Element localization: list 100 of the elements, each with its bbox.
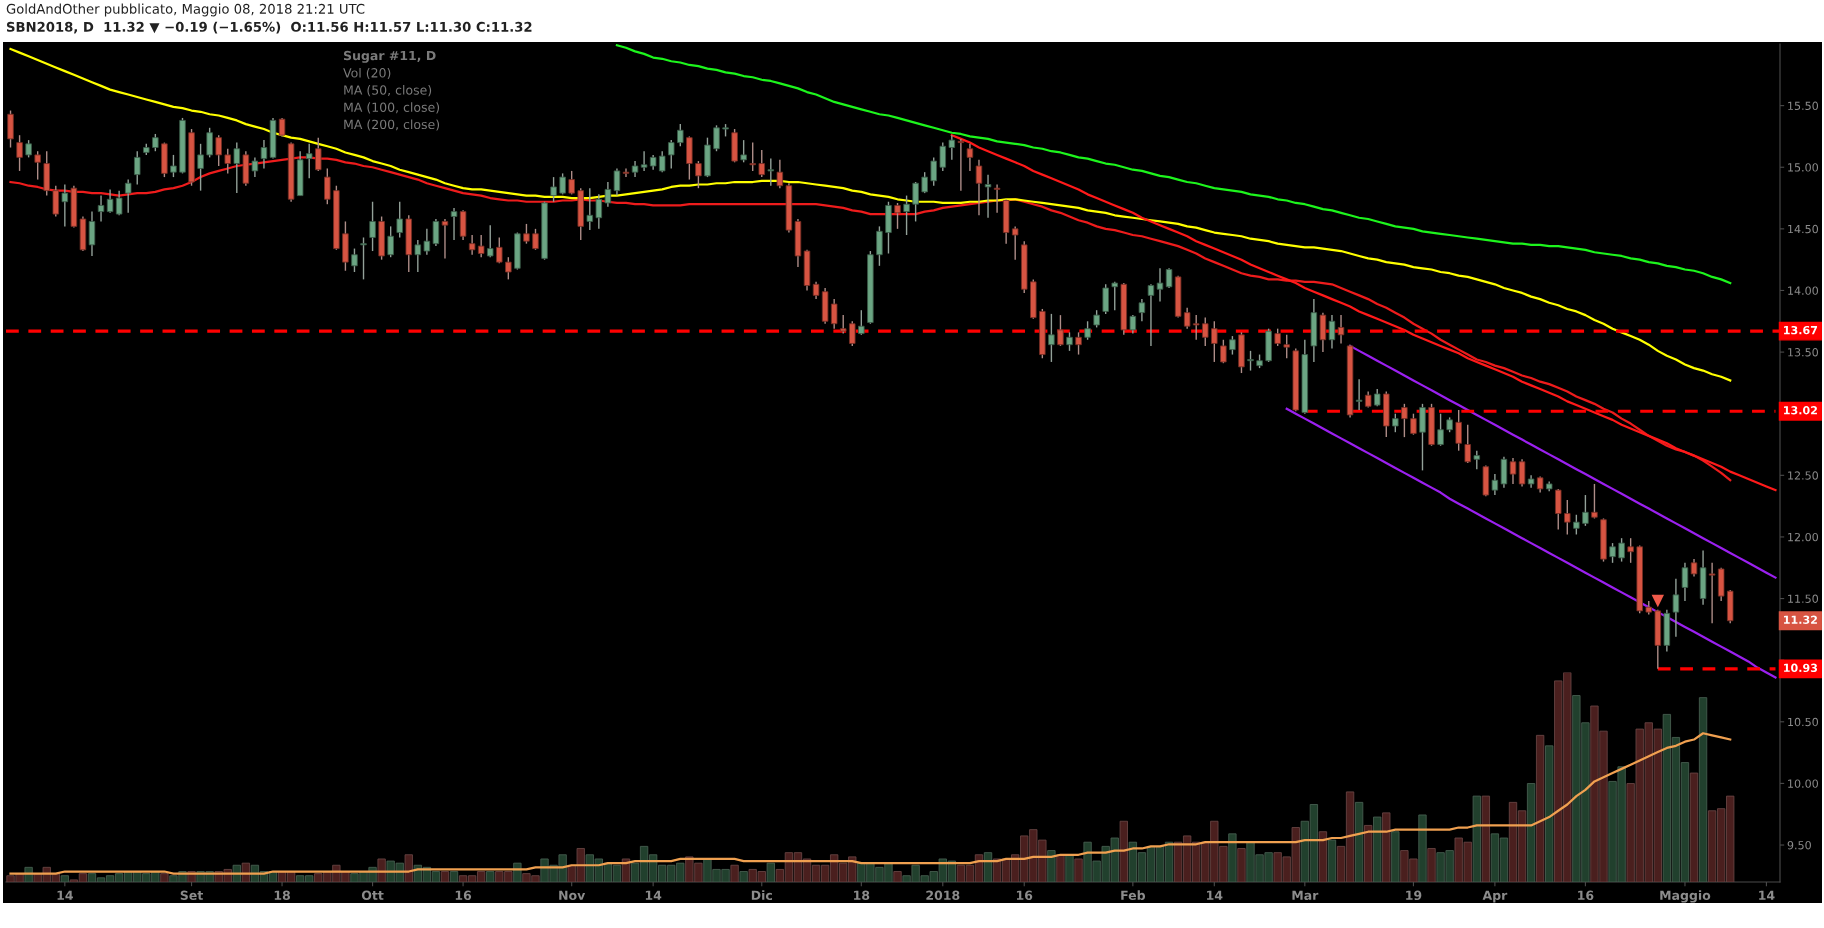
bar xyxy=(1074,858,1083,882)
bar xyxy=(404,854,413,882)
candlestick xyxy=(197,143,204,192)
candlestick xyxy=(414,239,422,273)
x-tick-label: Maggio xyxy=(1660,890,1711,903)
x-tick-label: Feb xyxy=(1121,890,1146,901)
candlestick xyxy=(1708,562,1716,624)
y-tick-label: 13.50 xyxy=(1788,348,1819,357)
bar xyxy=(1391,831,1400,882)
candlestick xyxy=(1473,449,1481,470)
bar xyxy=(1065,854,1074,882)
candlestick xyxy=(930,156,937,187)
x-tick-label: 2018 xyxy=(926,890,960,901)
bar xyxy=(1056,854,1065,882)
x-tick-label: 14 xyxy=(57,890,73,900)
candlestick xyxy=(1681,562,1689,602)
x-tick-label: Nov xyxy=(559,890,586,901)
bar xyxy=(893,871,902,882)
candlestick xyxy=(948,134,956,161)
line-series xyxy=(9,47,1732,382)
candlestick xyxy=(134,150,141,186)
candlestick xyxy=(1165,267,1173,289)
bar xyxy=(1364,825,1373,882)
bar xyxy=(160,873,169,882)
candlestick xyxy=(1192,314,1200,341)
candlestick xyxy=(52,185,60,218)
candlestick xyxy=(677,123,684,147)
candlestick xyxy=(432,218,440,247)
candlestick xyxy=(668,139,675,170)
candlestick xyxy=(1491,473,1499,496)
candlestick xyxy=(305,143,313,180)
candlestick xyxy=(1464,424,1471,464)
candlestick xyxy=(903,194,910,236)
chart-title: GoldAndOther pubblicato, Maggio 08, 2018 21:21 UTC xyxy=(6,3,365,17)
bar xyxy=(1689,772,1699,882)
candlestick xyxy=(776,159,784,189)
candlestick xyxy=(966,143,974,172)
candlestick xyxy=(1247,350,1254,372)
bar xyxy=(60,875,69,882)
bar xyxy=(766,862,775,882)
candlestick xyxy=(1229,335,1236,356)
candlestick xyxy=(523,223,530,245)
candlestick xyxy=(1057,314,1064,347)
ref-line-label: 13.67 xyxy=(1784,325,1818,335)
candlestick xyxy=(206,127,213,159)
candlestick xyxy=(215,134,222,167)
y-tick-label: 15.00 xyxy=(1788,163,1819,172)
candlestick xyxy=(1202,316,1209,347)
candlestick xyxy=(1591,483,1598,520)
candlestick xyxy=(1011,225,1019,261)
candlestick xyxy=(1392,413,1399,433)
candlestick xyxy=(16,134,23,172)
candlestick xyxy=(1066,331,1073,352)
candlestick xyxy=(613,167,621,197)
y-tick-label: 14.50 xyxy=(1788,224,1819,234)
candlestick xyxy=(939,141,947,172)
candlestick xyxy=(767,157,775,187)
candlestick xyxy=(1111,281,1118,311)
annotation: MA (100, close) xyxy=(344,102,440,114)
annotation: Vol (20) xyxy=(343,67,391,80)
bar xyxy=(1418,814,1427,882)
candlestick xyxy=(876,225,883,267)
y-tick-label: 10.00 xyxy=(1788,779,1819,788)
candlestick xyxy=(695,160,702,189)
candlestick xyxy=(315,136,322,172)
candlestick xyxy=(1582,494,1589,527)
y-tick-label: 11.50 xyxy=(1788,594,1819,603)
candlestick xyxy=(251,156,259,178)
x-tick-label: Ott xyxy=(361,890,384,901)
candlestick xyxy=(369,201,376,252)
x-tick-label: Dic xyxy=(751,890,772,901)
candlestick xyxy=(61,183,69,228)
candlestick xyxy=(106,188,114,214)
candlestick xyxy=(324,167,331,205)
candlestick xyxy=(468,234,476,256)
candlestick xyxy=(477,234,485,258)
candlestick xyxy=(505,256,512,281)
candlestick xyxy=(713,124,720,152)
candlestick xyxy=(758,149,765,178)
candlestick xyxy=(1618,537,1625,563)
candlestick xyxy=(487,224,494,258)
series-label: 13.02 xyxy=(1784,406,1817,415)
bar xyxy=(1228,833,1237,882)
x-tick-label: 19 xyxy=(1406,890,1422,901)
candlestick xyxy=(1573,514,1580,536)
candlestick xyxy=(224,148,231,175)
candlestick xyxy=(450,207,458,241)
bar xyxy=(1536,734,1545,882)
annotation: MA (50, close) xyxy=(344,85,432,97)
candlestick xyxy=(360,236,367,281)
candlestick xyxy=(1437,413,1444,447)
candlestick xyxy=(894,202,901,230)
x-tick-label: 18 xyxy=(274,890,290,901)
bar xyxy=(1373,816,1382,882)
bar xyxy=(1355,801,1364,882)
y-tick-label: 15.50 xyxy=(1788,101,1819,110)
candlestick xyxy=(1337,314,1345,345)
candlestick xyxy=(1401,403,1408,438)
candlestick xyxy=(97,194,105,223)
x-tick-label: 14 xyxy=(1207,890,1223,900)
